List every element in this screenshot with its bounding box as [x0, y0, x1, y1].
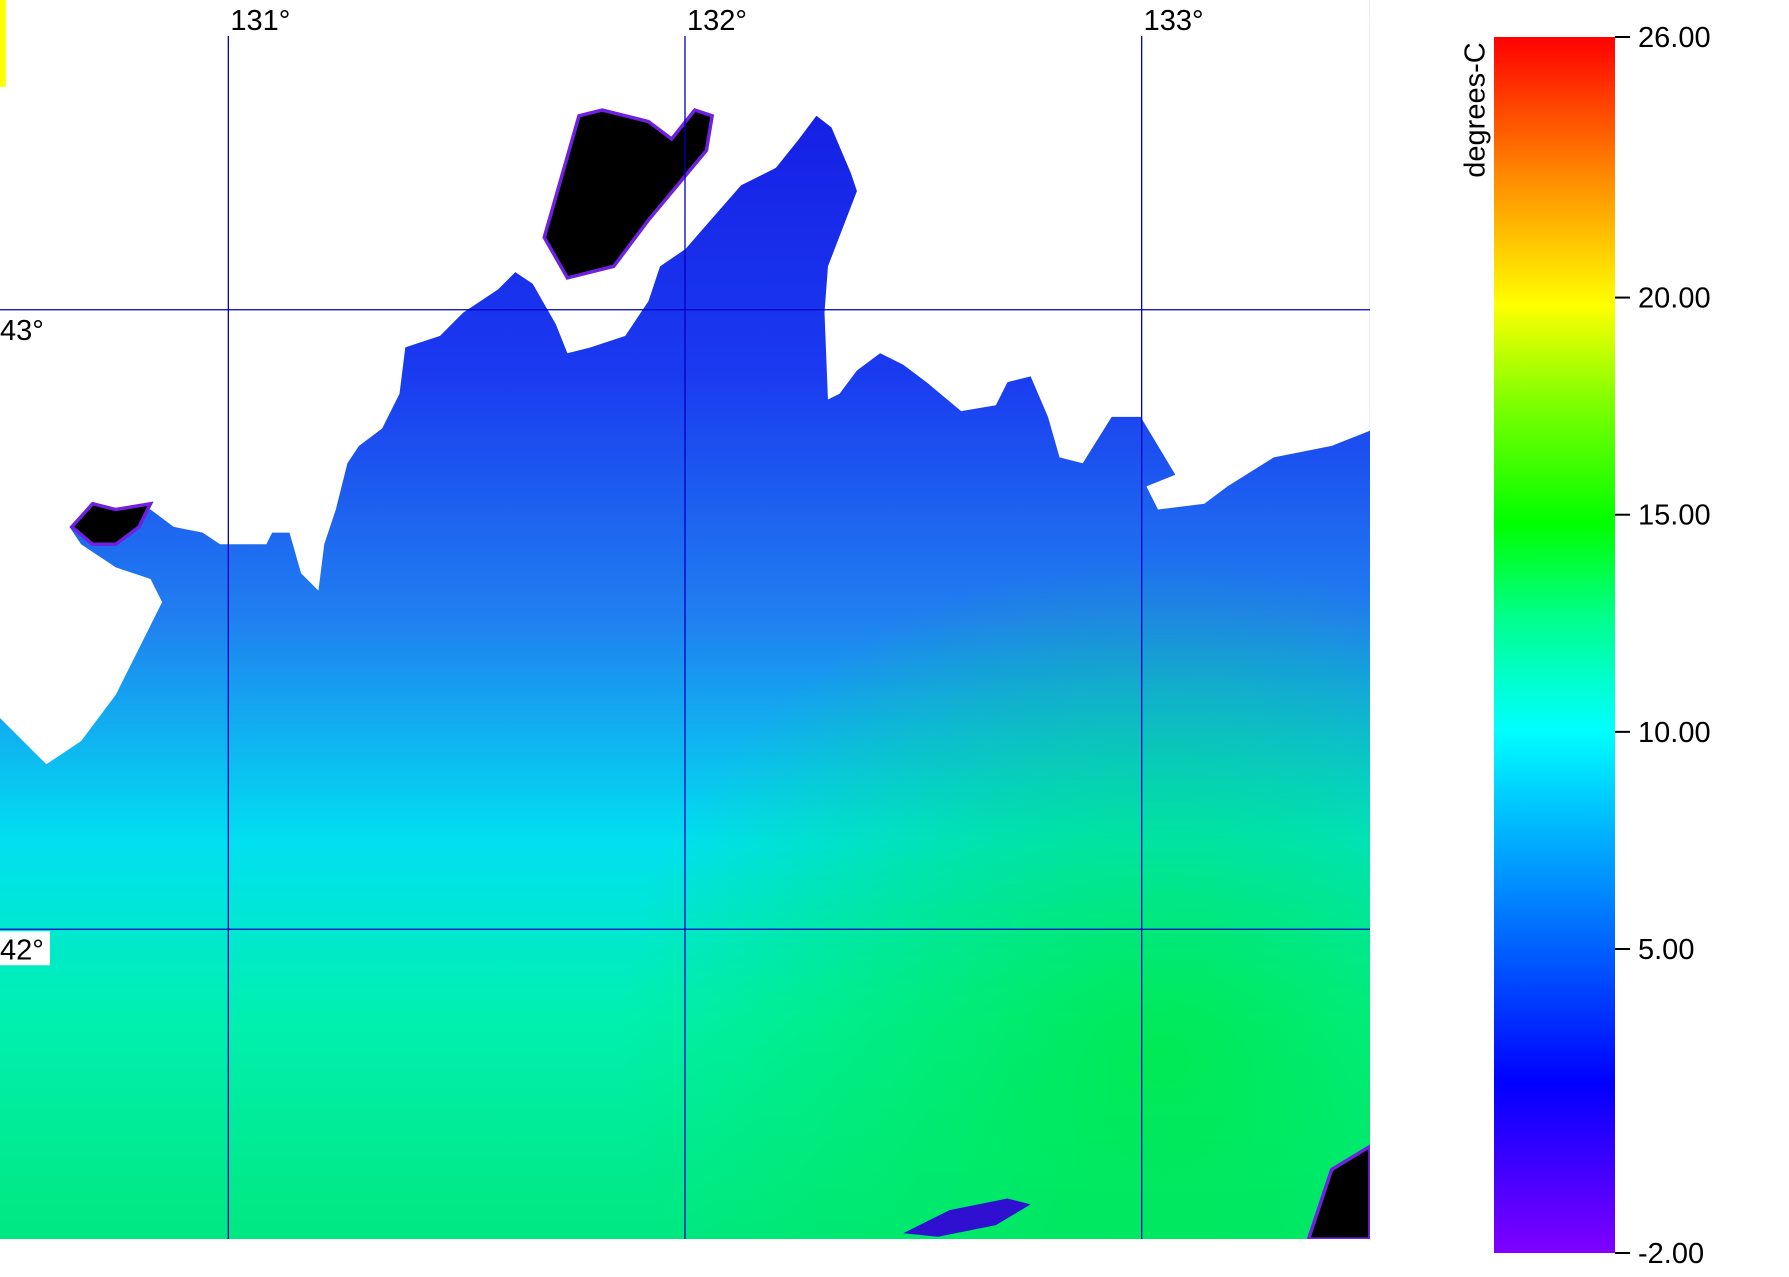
- colorbar-tick-label: 15.00: [1638, 500, 1711, 532]
- colorbar-tick-label: 10.00: [1638, 717, 1711, 749]
- latitude-label: 43°: [0, 315, 44, 347]
- colorbar-tick-label: -2.00: [1638, 1238, 1704, 1270]
- graticule: [0, 36, 1370, 1239]
- corner-marker: [0, 0, 6, 87]
- latitude-label: 42°: [0, 934, 44, 966]
- label-background: [0, 931, 50, 966]
- sst-image: [0, 0, 1370, 1239]
- colorbar-tick-label: 5.00: [1638, 934, 1694, 966]
- colorbar: [1494, 37, 1615, 1253]
- longitude-label: 132°: [687, 5, 747, 37]
- colorbar-label: degrees-C: [1460, 42, 1492, 177]
- colorbar-tick-label: 26.00: [1638, 22, 1711, 54]
- cold-water: [903, 1198, 1031, 1237]
- cold-land: [542, 107, 715, 280]
- longitude-label: 131°: [230, 5, 290, 37]
- longitude-label: 133°: [1144, 5, 1204, 37]
- land: [0, 0, 1370, 765]
- cold-land: [69, 501, 154, 546]
- colorbar-tick-label: 20.00: [1638, 283, 1711, 315]
- label-background: [0, 311, 50, 346]
- cold-land: [1306, 1144, 1370, 1239]
